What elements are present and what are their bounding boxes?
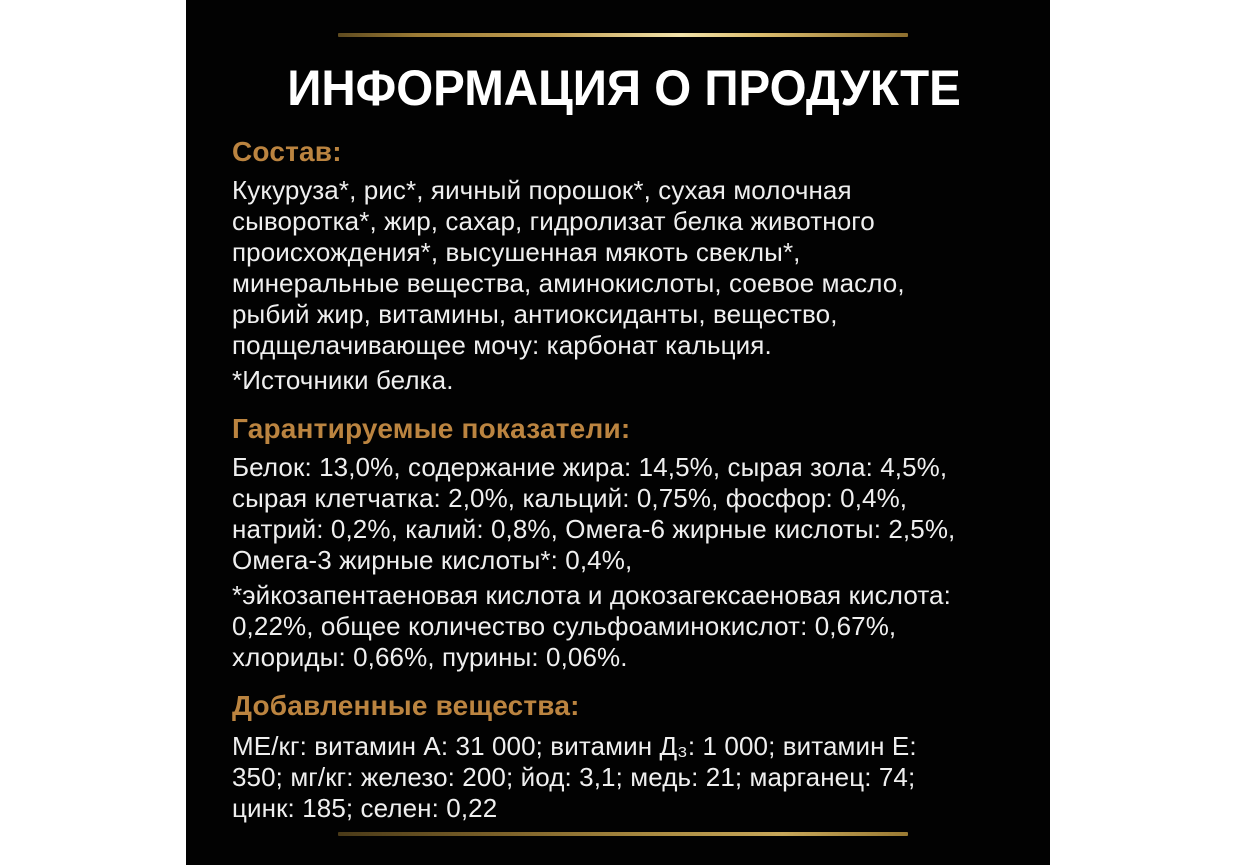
section-body-text: МЕ/кг: витамин А: 31 000; витамин Д₃: 1 … (232, 731, 917, 823)
gold-divider-top (338, 33, 908, 37)
section-composition: Состав: Кукуруза*, рис*, яичный порошок*… (232, 134, 1016, 396)
gold-divider-bottom (338, 832, 908, 836)
section-footnote: *Источники белка. (232, 365, 454, 395)
section-body-text: Кукуруза*, рис*, яичный порошок*, сухая … (232, 175, 905, 360)
section-heading: Гарантируемые показатели: (232, 413, 631, 444)
section-heading: Состав: (232, 136, 342, 167)
product-info-panel: ИНФОРМАЦИЯ О ПРОДУКТЕ Состав: Кукуруза*,… (186, 0, 1050, 865)
page-title: ИНФОРМАЦИЯ О ПРОДУКТЕ (287, 60, 961, 116)
section-body-text: Белок: 13,0%, содержание жира: 14,5%, сы… (232, 452, 956, 575)
section-footnote: *эйкозапентаеновая кислота и докозагекса… (232, 580, 951, 672)
section-heading: Добавленные вещества: (232, 690, 580, 721)
section-added-substances: Добавленные вещества: МЕ/кг: витамин А: … (232, 688, 1016, 824)
section-guaranteed-analysis: Гарантируемые показатели: Белок: 13,0%, … (232, 411, 1016, 673)
